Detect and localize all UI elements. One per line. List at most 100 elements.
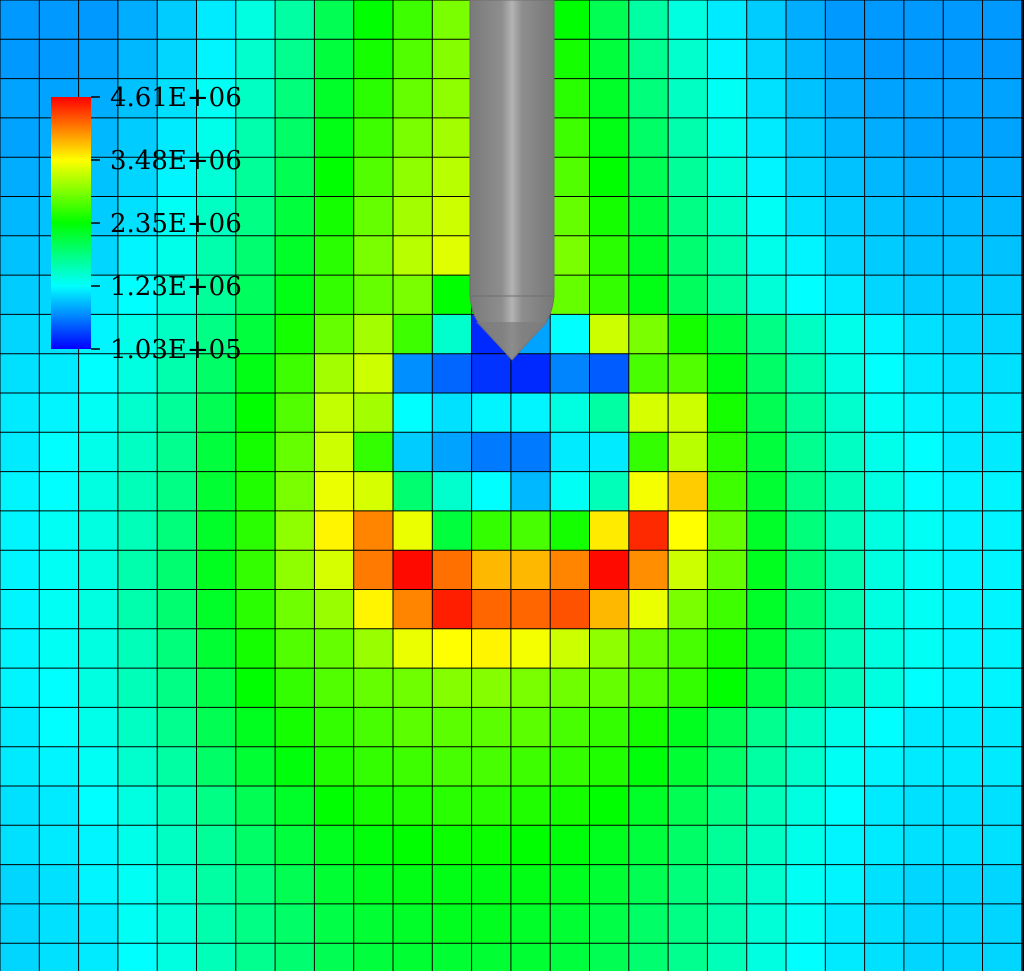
mesh-cell <box>864 353 905 394</box>
mesh-cell <box>746 432 787 473</box>
mesh-cell <box>471 510 512 551</box>
mesh-cell <box>117 589 158 630</box>
mesh-cell <box>314 235 355 276</box>
mesh-cell <box>943 668 984 708</box>
mesh-cell <box>157 668 198 708</box>
mesh-cell <box>471 432 512 473</box>
mesh-cell <box>746 510 787 551</box>
mesh-cell <box>668 903 708 944</box>
mesh-cell <box>707 393 748 433</box>
mesh-cell <box>746 0 787 40</box>
mesh-cell <box>157 39 198 80</box>
mesh-cell <box>746 668 787 708</box>
mesh-cell <box>510 550 551 591</box>
mesh-cell <box>78 825 119 866</box>
mesh-cell <box>589 78 630 119</box>
mesh-cell <box>235 275 276 315</box>
mesh-cell <box>117 353 158 394</box>
mesh-cell <box>235 707 276 748</box>
mesh-cell <box>157 628 198 669</box>
mesh-cell <box>157 314 198 355</box>
mesh-cell <box>707 668 748 708</box>
mesh-cell <box>628 235 669 276</box>
mesh-cell <box>864 589 905 630</box>
mesh-cell <box>0 707 40 748</box>
mesh-cell <box>943 432 984 473</box>
mesh-cell <box>589 510 630 551</box>
mesh-cell <box>982 393 1023 433</box>
mesh-cell <box>550 39 591 80</box>
mesh-cell <box>589 668 630 708</box>
mesh-cell <box>668 117 708 158</box>
mesh-cell <box>235 471 276 512</box>
mesh-cell <box>235 393 276 433</box>
mesh-cell <box>275 432 315 473</box>
mesh-cell <box>353 353 394 394</box>
mesh-cell <box>746 707 787 748</box>
mesh-cell <box>157 235 198 276</box>
mesh-cell <box>510 471 551 512</box>
mesh-cell <box>0 117 40 158</box>
mesh-cell <box>943 0 984 40</box>
mesh-cell <box>393 825 433 866</box>
mesh-cell <box>668 589 708 630</box>
mesh-cell <box>943 471 984 512</box>
indenter-tip-shade <box>476 322 548 360</box>
mesh-cell <box>0 903 40 944</box>
mesh-cell <box>628 471 669 512</box>
mesh-cell <box>393 157 433 198</box>
mesh-cell <box>275 117 315 158</box>
mesh-cell <box>353 786 394 826</box>
mesh-cell <box>275 864 315 905</box>
mesh-cell <box>746 628 787 669</box>
mesh-cell <box>117 786 158 826</box>
mesh-cell <box>39 353 80 394</box>
mesh-cell <box>628 39 669 80</box>
mesh-cell <box>550 825 591 866</box>
mesh-cell <box>786 432 826 473</box>
mesh-cell <box>39 746 80 787</box>
mesh-cell <box>117 668 158 708</box>
mesh-cell <box>903 825 944 866</box>
mesh-cell <box>39 943 80 971</box>
mesh-cell <box>707 746 748 787</box>
mesh-cell <box>707 432 748 473</box>
mesh-cell <box>628 196 669 237</box>
mesh-cell <box>117 235 158 276</box>
mesh-cell <box>0 550 40 591</box>
mesh-cell <box>589 432 630 473</box>
mesh-cell <box>550 314 591 355</box>
mesh-cell <box>825 668 866 708</box>
mesh-cell <box>196 117 237 158</box>
mesh-cell <box>471 707 512 748</box>
mesh-cell <box>903 943 944 971</box>
mesh-cell <box>275 550 315 591</box>
mesh-cell <box>864 117 905 158</box>
mesh-cell <box>864 39 905 80</box>
mesh-cell <box>668 275 708 315</box>
mesh-cell <box>432 157 473 198</box>
mesh-cell <box>0 314 40 355</box>
mesh-cell <box>825 353 866 394</box>
mesh-cell <box>275 825 315 866</box>
mesh-cell <box>550 746 591 787</box>
mesh-cell <box>707 864 748 905</box>
mesh-cell <box>117 628 158 669</box>
mesh-cell <box>393 746 433 787</box>
mesh-cell <box>786 78 826 119</box>
mesh-cell <box>39 628 80 669</box>
mesh-cell <box>786 314 826 355</box>
mesh-cell <box>432 235 473 276</box>
mesh-cell <box>432 117 473 158</box>
mesh-cell <box>707 235 748 276</box>
mesh-cell <box>314 432 355 473</box>
mesh-cell <box>668 157 708 198</box>
mesh-cell <box>314 196 355 237</box>
mesh-cell <box>353 628 394 669</box>
mesh-cell <box>982 589 1023 630</box>
mesh-cell <box>510 589 551 630</box>
mesh-cell <box>707 275 748 315</box>
